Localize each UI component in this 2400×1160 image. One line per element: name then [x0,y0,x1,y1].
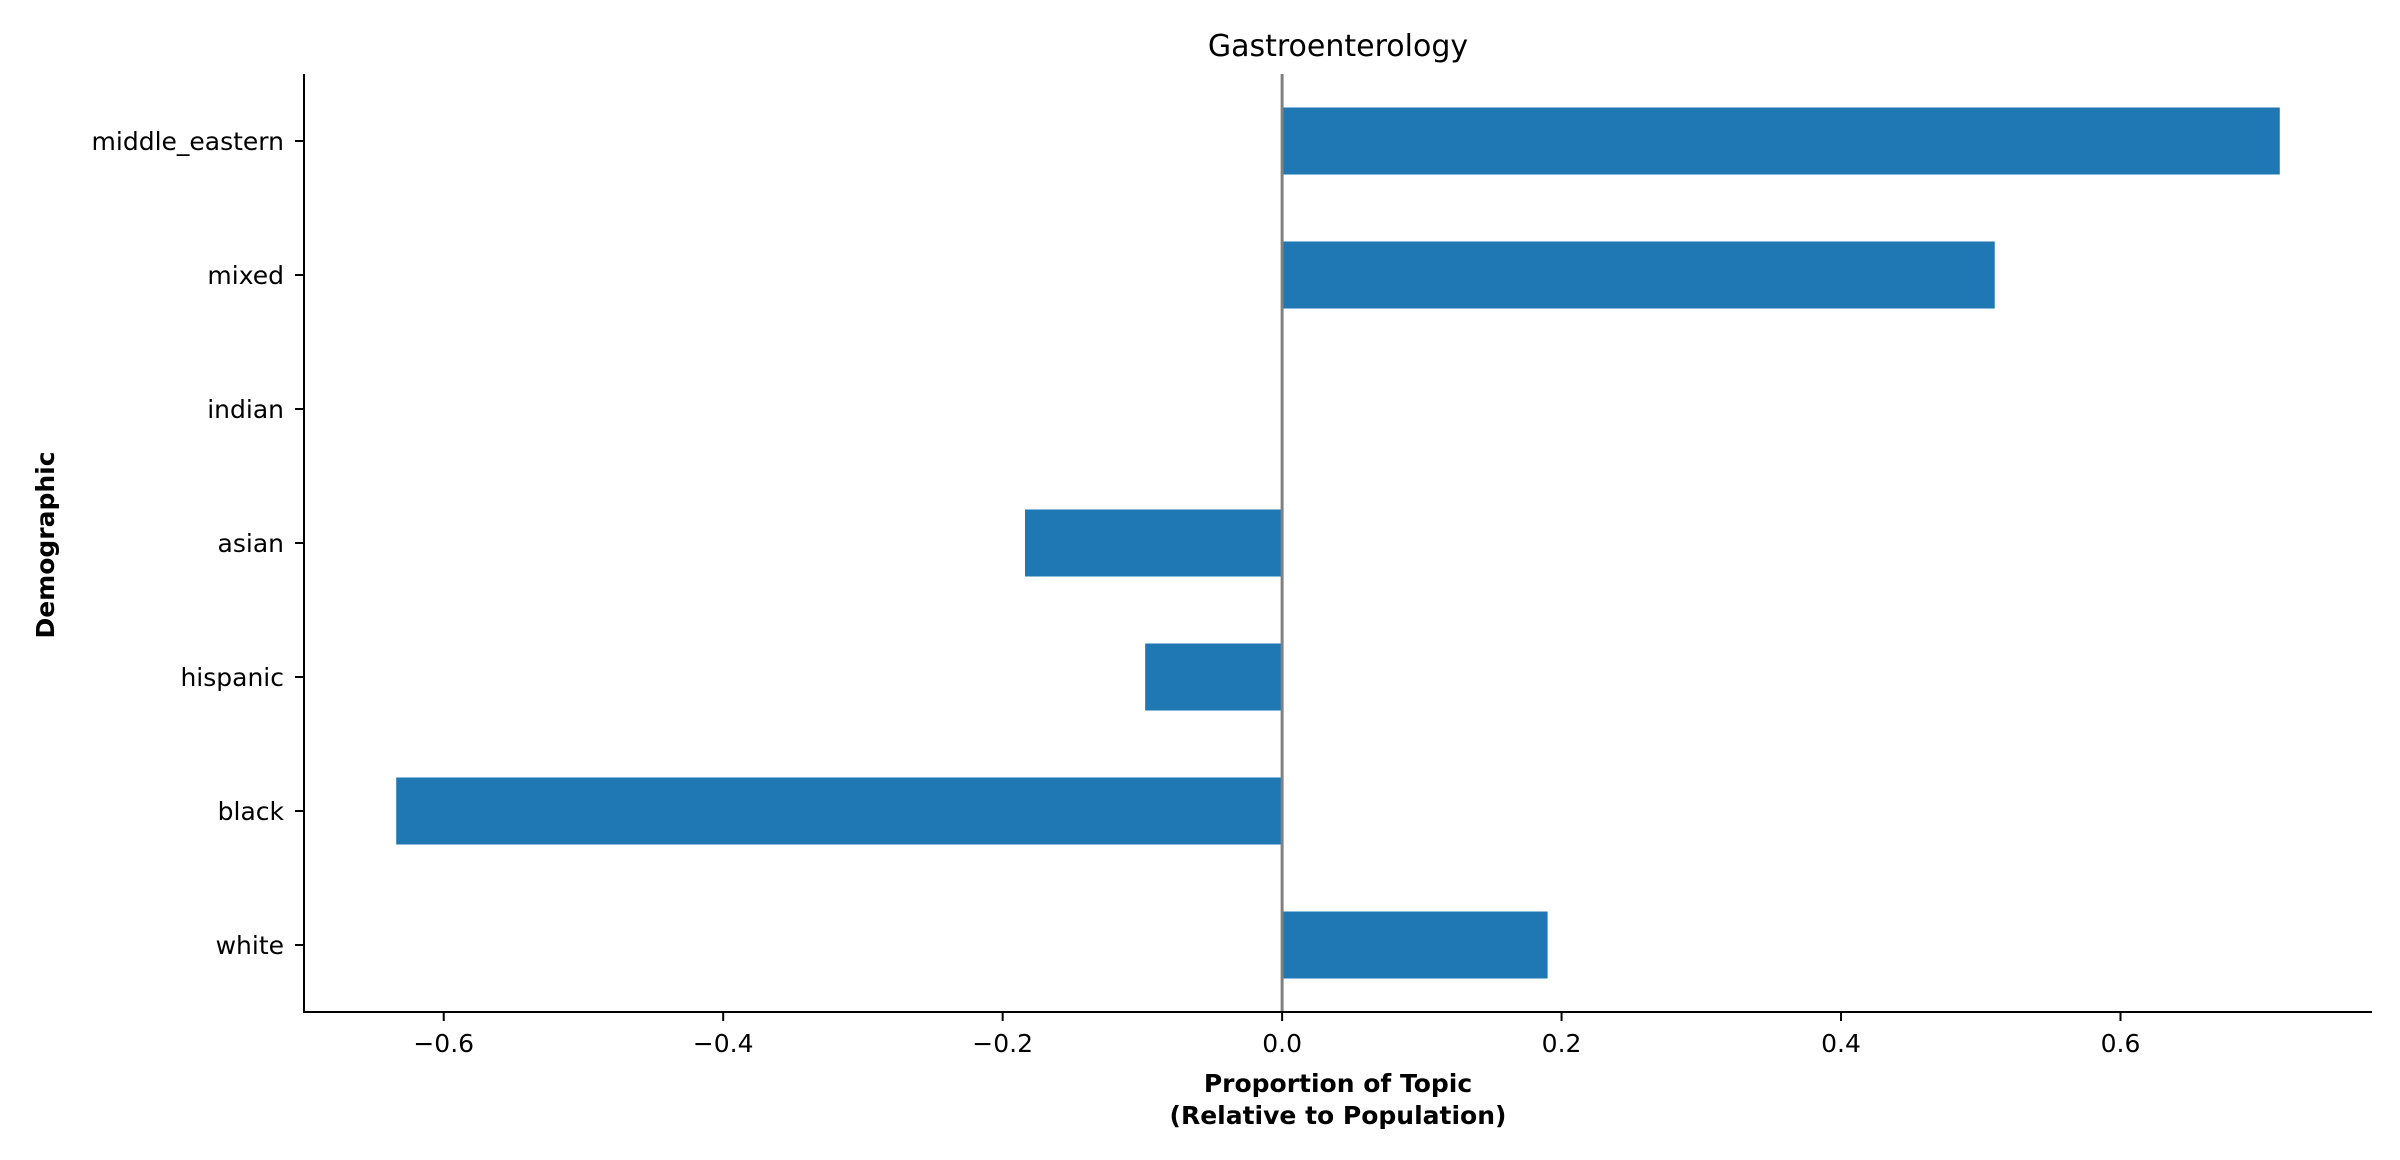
x-axis-label-line-2: (Relative to Population) [1170,1101,1507,1130]
y-tick-label: white [216,931,284,960]
bar-mixed [1282,241,1995,309]
x-tick-label: 0.2 [1542,1029,1582,1058]
bar-black [396,777,1283,845]
x-axis-label-line-1: Proportion of Topic [1204,1069,1472,1098]
bar-middle-eastern [1282,107,2280,175]
x-tick-label: 0.0 [1262,1029,1302,1058]
bar-hispanic [1145,643,1283,711]
chart-title: Gastroenterology [1208,29,1468,64]
bar-asian [1025,509,1283,577]
y-tick-label: middle_eastern [92,127,284,156]
x-tick-label: 0.4 [1821,1029,1861,1058]
x-ticks-group: −0.6 −0.4 −0.2 0.0 0.2 0.4 0.6 [413,1012,2140,1058]
x-tick-label: 0.6 [2101,1029,2141,1058]
y-tick-label: mixed [207,261,284,290]
x-tick-label: −0.4 [693,1029,754,1058]
bars-group [396,107,2280,979]
x-tick-label: −0.2 [972,1029,1033,1058]
y-tick-label: asian [218,529,284,558]
x-tick-label: −0.6 [413,1029,474,1058]
y-tick-label: black [218,797,285,826]
y-tick-label: hispanic [180,663,284,692]
y-tick-label: indian [207,395,284,424]
y-axis-label: Demographic [31,451,60,638]
bar-white [1282,911,1548,979]
